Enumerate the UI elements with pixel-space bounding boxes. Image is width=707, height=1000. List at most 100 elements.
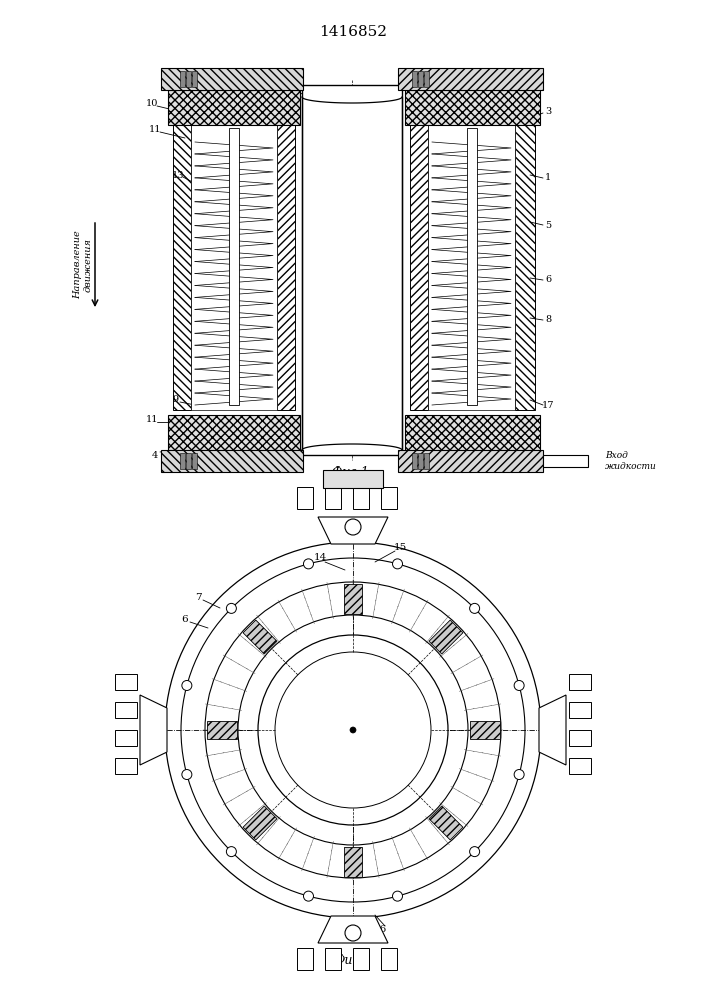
Bar (353, 487, 369, 509)
Polygon shape (429, 806, 463, 840)
Text: 1: 1 (545, 174, 551, 182)
Bar (418, 71, 423, 87)
Bar (302, 85, 402, 455)
Text: Фиг 1: Фиг 1 (332, 466, 368, 479)
Polygon shape (469, 721, 500, 739)
Circle shape (392, 891, 402, 901)
Bar (161, 450, 303, 472)
Bar (173, 125, 191, 410)
Bar (323, 470, 383, 488)
Text: 5: 5 (545, 221, 551, 230)
Circle shape (303, 891, 313, 901)
Circle shape (350, 727, 356, 733)
Circle shape (226, 603, 236, 613)
Circle shape (165, 542, 541, 918)
Bar (297, 487, 313, 509)
Circle shape (469, 847, 479, 857)
Bar (428, 125, 515, 410)
Bar (325, 487, 341, 509)
Text: Направление
движения: Направление движения (74, 231, 93, 299)
Bar (424, 71, 429, 87)
Polygon shape (243, 806, 277, 840)
Bar (186, 453, 191, 469)
Bar (515, 125, 535, 410)
Polygon shape (429, 620, 463, 654)
Bar (297, 948, 313, 970)
Text: 15: 15 (393, 544, 407, 552)
Bar (229, 128, 239, 405)
Bar (405, 415, 540, 450)
Polygon shape (318, 916, 388, 943)
Text: 11: 11 (148, 125, 161, 134)
Text: 16: 16 (373, 926, 387, 934)
Text: 6: 6 (182, 615, 188, 624)
Text: 11: 11 (146, 416, 158, 424)
Bar (325, 948, 341, 970)
Bar (192, 71, 197, 87)
Bar (180, 453, 185, 469)
Bar (115, 730, 137, 746)
Bar (186, 71, 191, 87)
Circle shape (275, 652, 431, 808)
Bar (161, 68, 303, 90)
Bar (543, 455, 588, 467)
Bar (569, 674, 591, 690)
Bar (405, 90, 540, 125)
Circle shape (514, 680, 524, 690)
Bar (115, 758, 137, 774)
Circle shape (345, 925, 361, 941)
Text: 4: 4 (152, 450, 158, 460)
Text: 8: 8 (545, 316, 551, 324)
Bar (467, 128, 477, 405)
Polygon shape (344, 584, 362, 613)
Bar (398, 68, 543, 90)
Text: 7: 7 (194, 593, 201, 602)
Polygon shape (344, 846, 362, 876)
Circle shape (469, 603, 479, 613)
Bar (192, 453, 197, 469)
Bar (168, 90, 300, 125)
Text: 2: 2 (437, 84, 443, 93)
Circle shape (392, 559, 402, 569)
Bar (381, 948, 397, 970)
Circle shape (258, 635, 448, 825)
Bar (412, 71, 417, 87)
Bar (191, 125, 277, 410)
Circle shape (303, 559, 313, 569)
Bar (569, 702, 591, 718)
Circle shape (182, 770, 192, 780)
Polygon shape (243, 620, 277, 654)
Text: 10: 10 (146, 100, 158, 108)
Bar (168, 415, 300, 450)
Bar (412, 453, 417, 469)
Bar (115, 702, 137, 718)
Text: 19: 19 (423, 450, 436, 460)
Text: Фиг.2: Фиг.2 (334, 954, 371, 966)
Circle shape (514, 770, 524, 780)
Circle shape (226, 847, 236, 857)
Polygon shape (539, 695, 566, 765)
Bar (418, 453, 423, 469)
Text: 3: 3 (545, 107, 551, 116)
Polygon shape (206, 721, 237, 739)
Polygon shape (318, 517, 388, 544)
Bar (410, 125, 428, 410)
Text: 12: 12 (284, 84, 296, 93)
Bar (353, 948, 369, 970)
Circle shape (345, 519, 361, 535)
Text: 9: 9 (307, 90, 313, 99)
Circle shape (182, 680, 192, 690)
Text: Вход
жидкости: Вход жидкости (605, 451, 657, 471)
Bar (180, 71, 185, 87)
Bar (569, 730, 591, 746)
Text: 6: 6 (545, 275, 551, 284)
Bar (381, 487, 397, 509)
Bar (569, 758, 591, 774)
Text: 1416852: 1416852 (319, 25, 387, 39)
Text: 9: 9 (172, 395, 178, 404)
Polygon shape (140, 695, 167, 765)
Text: 17: 17 (542, 400, 554, 410)
Bar (277, 125, 295, 410)
Bar (424, 453, 429, 469)
Text: 18: 18 (514, 94, 526, 103)
